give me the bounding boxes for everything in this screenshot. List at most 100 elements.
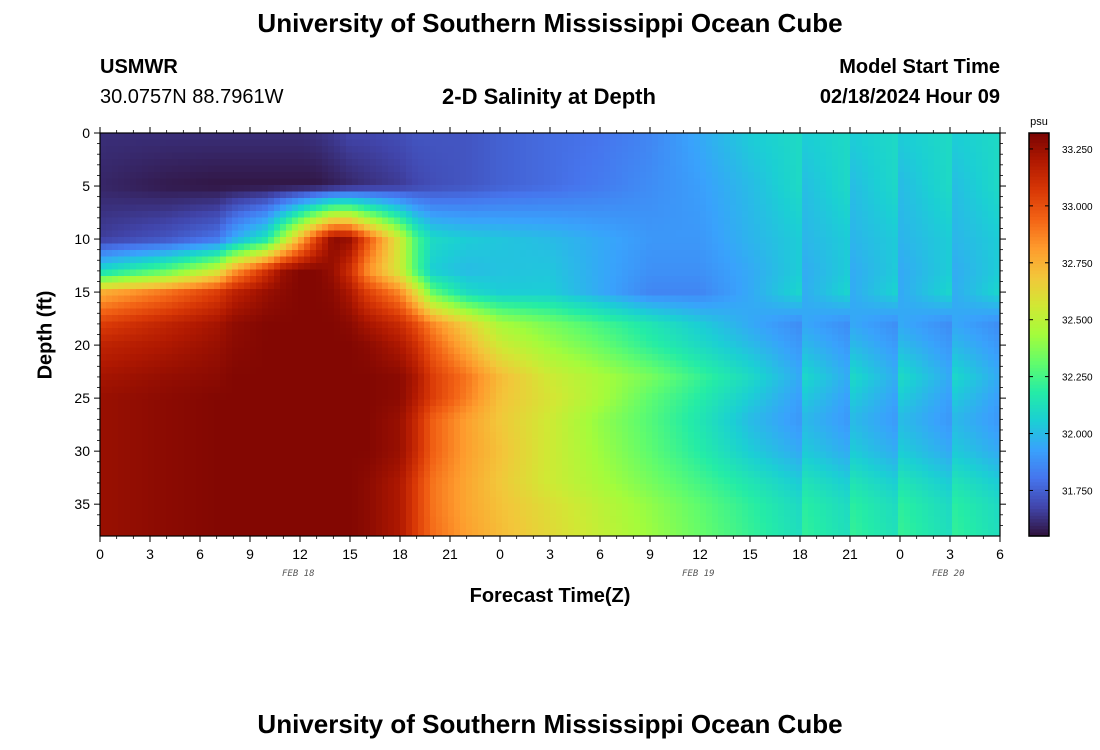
heatmap-cell bbox=[520, 217, 527, 225]
heatmap-cell bbox=[106, 211, 113, 219]
heatmap-cell bbox=[904, 328, 911, 336]
heatmap-cell bbox=[868, 172, 875, 180]
heatmap-cell bbox=[520, 211, 527, 219]
heatmap-cell bbox=[796, 198, 803, 206]
heatmap-cell bbox=[640, 237, 647, 245]
heatmap-cell bbox=[976, 334, 983, 342]
heatmap-cell bbox=[460, 308, 467, 316]
heatmap-cell bbox=[334, 243, 341, 251]
heatmap-cell bbox=[424, 334, 431, 342]
heatmap-cell bbox=[178, 159, 185, 167]
heatmap-cell bbox=[574, 139, 581, 147]
heatmap-cell bbox=[616, 230, 623, 238]
heatmap-cell bbox=[268, 295, 275, 303]
heatmap-cell bbox=[604, 211, 611, 219]
heatmap-cell bbox=[790, 178, 797, 186]
heatmap-cell bbox=[196, 172, 203, 180]
heatmap-cell bbox=[688, 315, 695, 323]
heatmap-cell bbox=[670, 224, 677, 232]
heatmap-cell bbox=[844, 224, 851, 232]
heatmap-cell bbox=[502, 315, 509, 323]
heatmap-cell bbox=[700, 341, 707, 349]
heatmap-cell bbox=[466, 341, 473, 349]
heatmap-cell bbox=[538, 250, 545, 258]
heatmap-cell bbox=[106, 243, 113, 251]
heatmap-cell bbox=[808, 341, 815, 349]
heatmap-cell bbox=[508, 172, 515, 180]
heatmap-cell bbox=[598, 263, 605, 271]
heatmap-cell bbox=[448, 139, 455, 147]
heatmap-cell bbox=[196, 159, 203, 167]
heatmap-cell bbox=[544, 191, 551, 199]
heatmap-cell bbox=[910, 256, 917, 264]
heatmap-cell bbox=[154, 165, 161, 173]
heatmap-cell bbox=[886, 224, 893, 232]
heatmap-cell bbox=[670, 211, 677, 219]
heatmap-cell bbox=[454, 204, 461, 212]
heatmap-cell bbox=[214, 211, 221, 219]
heatmap-cell bbox=[730, 152, 737, 160]
heatmap-cell bbox=[664, 191, 671, 199]
heatmap-cell bbox=[622, 289, 629, 297]
heatmap-cell bbox=[490, 243, 497, 251]
heatmap-cell bbox=[688, 308, 695, 316]
heatmap-cell bbox=[316, 172, 323, 180]
heatmap-cell bbox=[892, 165, 899, 173]
heatmap-cell bbox=[910, 282, 917, 290]
heatmap-cell bbox=[172, 341, 179, 349]
heatmap-cell bbox=[736, 178, 743, 186]
heatmap-cell bbox=[586, 328, 593, 336]
heatmap-cell bbox=[148, 321, 155, 329]
heatmap-cell bbox=[856, 269, 863, 277]
heatmap-cell bbox=[340, 256, 347, 264]
heatmap-cell bbox=[706, 172, 713, 180]
heatmap-cell bbox=[490, 308, 497, 316]
heatmap-cell bbox=[442, 295, 449, 303]
heatmap-cell bbox=[106, 191, 113, 199]
heatmap-cell bbox=[244, 211, 251, 219]
heatmap-cell bbox=[520, 295, 527, 303]
heatmap-cell bbox=[154, 217, 161, 225]
heatmap-cell bbox=[280, 328, 287, 336]
heatmap-cell bbox=[388, 139, 395, 147]
heatmap-cell bbox=[778, 133, 785, 141]
heatmap-cell bbox=[892, 334, 899, 342]
heatmap-cell bbox=[352, 256, 359, 264]
heatmap-cell bbox=[898, 308, 905, 316]
heatmap-cell bbox=[610, 224, 617, 232]
heatmap-cell bbox=[712, 178, 719, 186]
heatmap-cell bbox=[580, 263, 587, 271]
heatmap-cell bbox=[466, 204, 473, 212]
heatmap-cell bbox=[706, 211, 713, 219]
heatmap-cell bbox=[688, 224, 695, 232]
heatmap-cell bbox=[556, 191, 563, 199]
heatmap-cell bbox=[784, 172, 791, 180]
heatmap-cell bbox=[694, 178, 701, 186]
heatmap-cell bbox=[952, 308, 959, 316]
heatmap-cell bbox=[694, 146, 701, 154]
heatmap-cell bbox=[808, 243, 815, 251]
heatmap-cell bbox=[352, 230, 359, 238]
heatmap-cell bbox=[946, 146, 953, 154]
heatmap-cell bbox=[526, 308, 533, 316]
heatmap-cell bbox=[820, 321, 827, 329]
heatmap-cell bbox=[520, 159, 527, 167]
heatmap-cell bbox=[448, 172, 455, 180]
heatmap-cell bbox=[796, 250, 803, 258]
heatmap-cell bbox=[406, 282, 413, 290]
heatmap-cell bbox=[700, 152, 707, 160]
heatmap-cell bbox=[172, 139, 179, 147]
heatmap-cell bbox=[472, 172, 479, 180]
heatmap-cell bbox=[526, 256, 533, 264]
heatmap-cell bbox=[682, 204, 689, 212]
heatmap-cell bbox=[760, 178, 767, 186]
heatmap-cell bbox=[580, 295, 587, 303]
heatmap-cell bbox=[274, 172, 281, 180]
heatmap-cell bbox=[502, 146, 509, 154]
heatmap-cell bbox=[184, 243, 191, 251]
heatmap-cell bbox=[142, 211, 149, 219]
heatmap-cell bbox=[802, 237, 809, 245]
heatmap-cell bbox=[310, 211, 317, 219]
plot-title: 2-D Salinity at Depth bbox=[442, 84, 656, 109]
heatmap-cell bbox=[946, 243, 953, 251]
